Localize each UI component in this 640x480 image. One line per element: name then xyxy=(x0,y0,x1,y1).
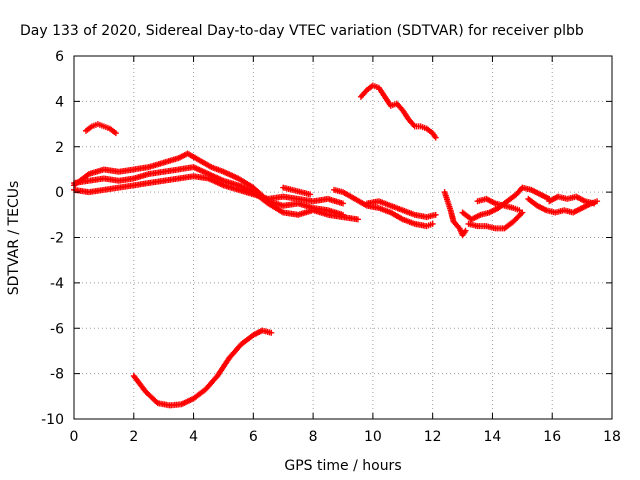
data-point xyxy=(462,227,469,234)
y-tick-label: 6 xyxy=(55,49,64,65)
y-tick-label: 4 xyxy=(55,94,64,110)
ticks: 0 2 4 6 8 10 12 14 16 18 -10 -8 -6 -4 -2 0 2 4 6 xyxy=(41,49,621,445)
x-tick-label: 12 xyxy=(424,429,442,445)
data-point xyxy=(516,207,523,214)
x-axis-label: GPS time / hours xyxy=(284,458,401,474)
series-arc-12 xyxy=(465,209,526,232)
data-point xyxy=(432,211,439,218)
x-tick-label: 16 xyxy=(543,429,561,445)
data-point xyxy=(429,220,436,227)
y-tick-label: -6 xyxy=(50,321,64,337)
y-tick-label: -2 xyxy=(50,231,64,247)
data-point xyxy=(432,134,439,141)
series-arc-10 xyxy=(441,189,469,239)
data-point xyxy=(268,329,275,336)
x-tick-label: 2 xyxy=(129,429,138,445)
y-tick-label: 0 xyxy=(55,185,64,201)
data-point xyxy=(354,216,361,223)
data-point-fill xyxy=(518,210,525,217)
x-tick-label: 10 xyxy=(364,429,382,445)
y-axis-label: SDTVAR / TECUs xyxy=(6,181,22,296)
x-tick-label: 8 xyxy=(309,429,318,445)
data-point xyxy=(307,191,314,198)
x-tick-label: 14 xyxy=(484,429,502,445)
y-tick-label: -4 xyxy=(50,276,64,292)
series-arc-6 xyxy=(280,184,314,198)
x-tick-label: 0 xyxy=(70,429,79,445)
series-arc-2 xyxy=(71,150,346,218)
series-arc-8 xyxy=(357,82,439,141)
series-arc-14 xyxy=(525,195,601,216)
series-arc-9 xyxy=(363,198,439,221)
data-layer xyxy=(71,82,601,409)
y-tick-label: -8 xyxy=(50,367,64,383)
data-point xyxy=(591,200,598,207)
data-point xyxy=(112,130,119,137)
y-tick-label: -10 xyxy=(41,412,64,428)
series-arc-15 xyxy=(546,193,598,207)
series-arc-5 xyxy=(130,327,275,409)
x-tick-label: 6 xyxy=(249,429,258,445)
x-tick-label: 18 xyxy=(603,429,621,445)
data-point xyxy=(340,200,346,207)
series-arc-1 xyxy=(82,121,119,137)
y-tick-label: 2 xyxy=(55,140,64,156)
chart-title: Day 133 of 2020, Sidereal Day-to-day VTE… xyxy=(20,23,584,39)
x-tick-label: 4 xyxy=(189,429,198,445)
series-arc-13 xyxy=(474,195,523,214)
series-arc-4 xyxy=(71,173,346,207)
